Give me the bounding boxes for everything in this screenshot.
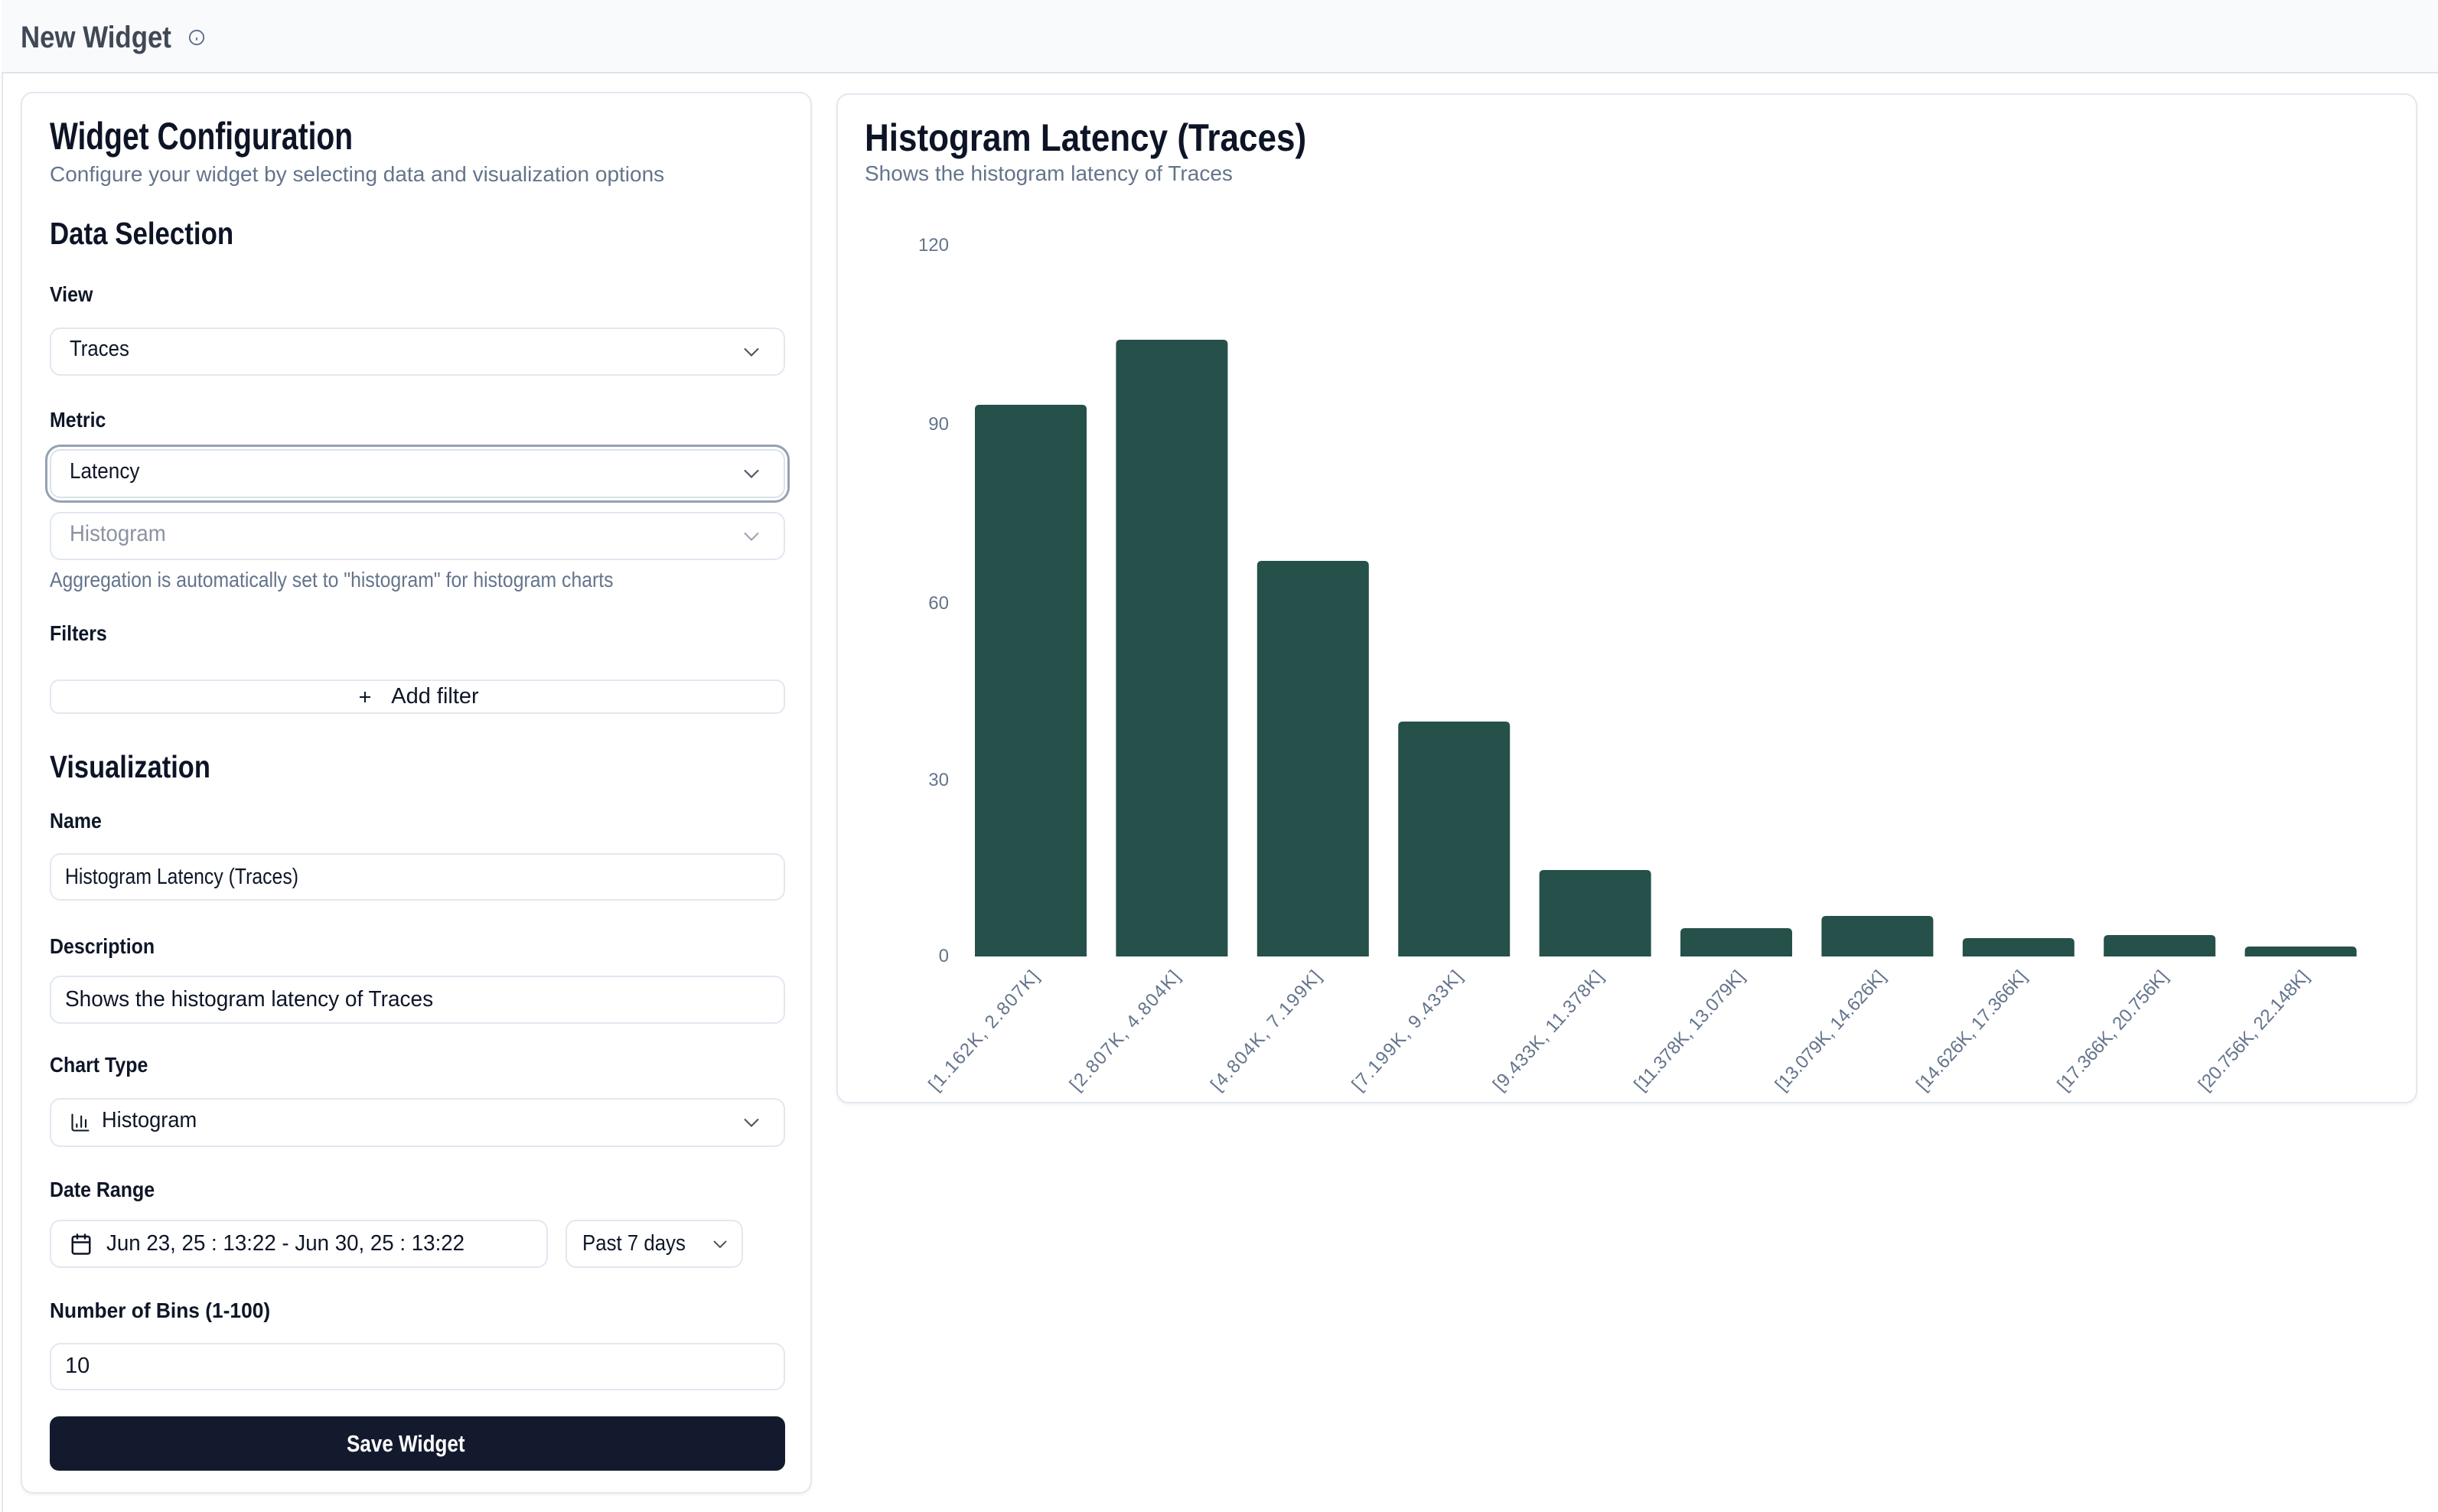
svg-text:90: 90 [928, 414, 949, 435]
svg-text:[1.162K, 2.807K]: [1.162K, 2.807K] [924, 966, 1043, 1095]
svg-text:60: 60 [928, 593, 949, 614]
svg-text:[7.199K, 9.433K]: [7.199K, 9.433K] [1348, 966, 1466, 1095]
svg-text:[13.079K, 14.626K]: [13.079K, 14.626K] [1771, 966, 1890, 1095]
svg-text:[4.804K, 7.199K]: [4.804K, 7.199K] [1207, 966, 1325, 1095]
svg-text:30: 30 [928, 770, 949, 790]
svg-text:[2.807K, 4.804K]: [2.807K, 4.804K] [1066, 966, 1185, 1095]
svg-text:[17.366K, 20.756K]: [17.366K, 20.756K] [2053, 966, 2172, 1095]
svg-text:0: 0 [939, 946, 949, 966]
svg-text:[14.626K, 17.366K]: [14.626K, 17.366K] [1912, 966, 2031, 1095]
svg-text:120: 120 [918, 235, 949, 256]
svg-text:[9.433K, 11.378K]: [9.433K, 11.378K] [1489, 966, 1608, 1095]
svg-text:[20.756K, 22.148K]: [20.756K, 22.148K] [2195, 966, 2313, 1095]
svg-text:[11.378K, 13.079K]: [11.378K, 13.079K] [1630, 966, 1749, 1095]
